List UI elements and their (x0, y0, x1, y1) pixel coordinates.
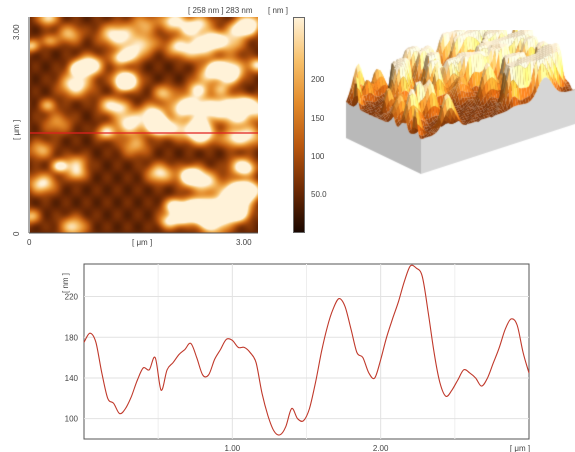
map-x-unit: [ μm ] (132, 238, 153, 247)
colorbar-tick: 50.0 (311, 189, 327, 199)
profile-y-tick: 100 (65, 415, 79, 424)
profile-y-tick: 180 (65, 333, 79, 342)
colorbar-tick: 200 (311, 75, 325, 85)
map-y-tick-top: 3.00 (12, 24, 21, 40)
map-header-text: [ 258 nm ] 283 nm (188, 6, 253, 15)
profile-x-tick: 2.00 (373, 444, 389, 452)
colorbar-tick: 100 (311, 151, 325, 161)
surface-3d-view (338, 30, 575, 222)
afm-height-map (30, 17, 258, 233)
height-profile-chart: 1.00 2.00 100 140 180 220 [ nm ] [ μm ] (61, 263, 530, 452)
map-y-tick-bottom: 0 (12, 231, 21, 236)
profile-y-tick: 220 (65, 293, 79, 302)
profile-y-unit: [ nm ] (61, 273, 70, 293)
profile-x-tick: 1.00 (225, 444, 241, 452)
profile-y-tick: 140 (65, 374, 79, 383)
map-x-tick-end: 3.00 (236, 238, 252, 247)
colorbar-unit: [ nm ] (268, 6, 289, 15)
map-x-tick-start: 0 (27, 238, 32, 247)
color-scale-bar (293, 17, 305, 233)
profile-line (83, 264, 530, 436)
map-y-unit: [ μm ] (12, 119, 21, 140)
colorbar-tick: 150 (311, 113, 325, 123)
profile-tick-labels: 1.00 2.00 100 140 180 220 (65, 293, 389, 452)
profile-x-unit: [ μm ] (510, 444, 530, 452)
